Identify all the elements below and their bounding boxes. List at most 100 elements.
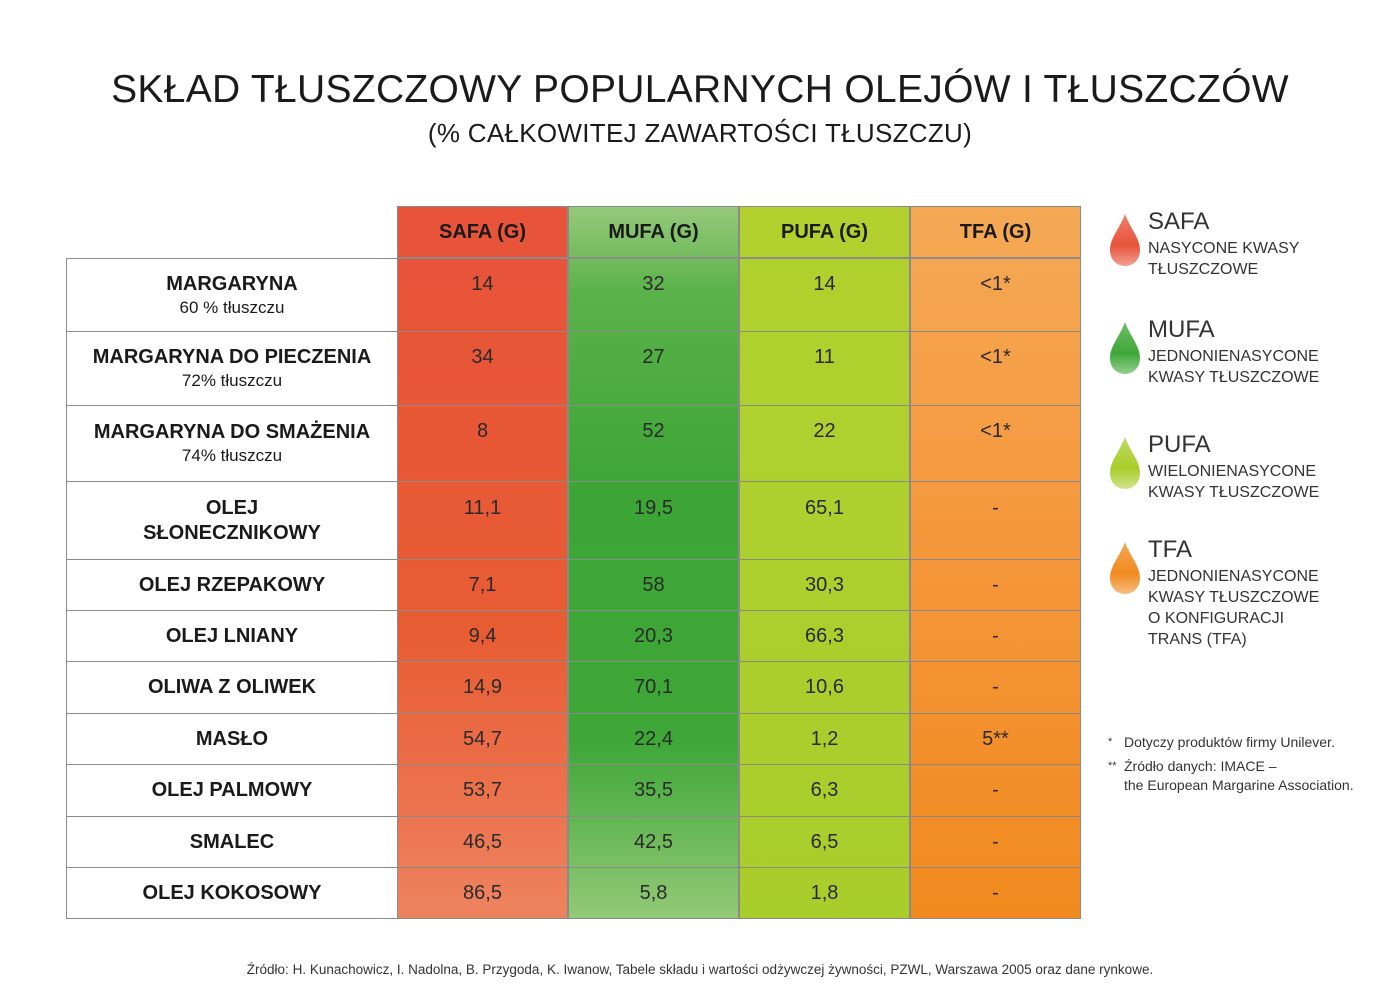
- mufa-value: 27: [642, 346, 665, 368]
- row-label: SMALEC: [66, 817, 397, 867]
- safa-value: 86,5: [463, 882, 502, 904]
- tfa-value: -: [992, 676, 999, 698]
- row-label: OLEJ LNIANY: [66, 611, 397, 661]
- tfa-value: -: [992, 831, 999, 853]
- row-label: MASŁO: [66, 714, 397, 764]
- pufa-value: 1,8: [810, 882, 839, 904]
- header-mufa: MUFA (G): [568, 206, 739, 258]
- pufa-value: 6,5: [810, 831, 839, 853]
- mufa-value: 42,5: [634, 831, 673, 853]
- mufa-value: 19,5: [634, 497, 673, 519]
- table-row: SMALEC 46,5 42,5 6,5 -: [66, 817, 1081, 868]
- mufa-value: 32: [642, 273, 665, 295]
- row-label: OLEJ SŁONECZNIKOWY: [66, 482, 397, 559]
- product-name: MARGARYNA DO SMAŻENIA: [93, 421, 371, 443]
- product-name: MASŁO: [195, 727, 269, 750]
- table-row: OLEJ KOKOSOWY 86,5 5,8 1,8 -: [66, 868, 1081, 919]
- product-name: OLEJ RZEPAKOWY: [138, 573, 326, 596]
- legend-title: SAFA: [1148, 208, 1210, 235]
- fat-content: 74% tłuszczu: [181, 446, 283, 465]
- legend-description-line: WIELONIENASYCONE: [1148, 463, 1317, 480]
- mufa-value: 58: [642, 574, 665, 596]
- legend-description-line: NASYCONE KWASY: [1148, 240, 1300, 257]
- table-row: OLEJ RZEPAKOWY 7,1 58 30,3 -: [66, 560, 1081, 611]
- footnote-text: the European Margarine Association.: [1124, 777, 1354, 793]
- safa-value: 11,1: [463, 497, 502, 519]
- droplet-icon: [1110, 322, 1140, 374]
- footnote-text: Dotyczy produktów firmy Unilever.: [1124, 734, 1335, 750]
- product-name: MARGARYNA DO PIECZENIA: [92, 346, 372, 368]
- tfa-value: 5**: [982, 728, 1009, 750]
- footnote-mark: *: [1108, 736, 1113, 748]
- fat-content: 60 % tłuszczu: [179, 297, 285, 317]
- row-label: OLEJ RZEPAKOWY: [66, 560, 397, 610]
- tfa-value: -: [992, 882, 999, 904]
- tfa-column: [910, 206, 1081, 919]
- safa-value: 14,9: [463, 676, 502, 698]
- product-name: OLEJ KOKOSOWY: [142, 881, 322, 904]
- product-name: SMALEC: [189, 830, 275, 853]
- product-name: SŁONECZNIKOWY: [143, 521, 321, 544]
- pufa-value: 1,2: [810, 728, 839, 750]
- legend-description-line: TŁUSZCZOWE: [1148, 261, 1259, 278]
- safa-value: 9,4: [468, 625, 497, 647]
- legend-description-line: O KONFIGURACJI: [1148, 610, 1285, 627]
- page-title: SKŁAD TŁUSZCZOWY POPULARNYCH OLEJÓW I TŁ…: [111, 68, 1289, 111]
- pufa-value: 65,1: [805, 497, 844, 519]
- mufa-column: [568, 206, 739, 919]
- row-label: OLEJ PALMOWY: [66, 765, 397, 816]
- source-citation: Źródło: H. Kunachowicz, I. Nadolna, B. P…: [246, 962, 1154, 977]
- safa-value: 34: [471, 346, 494, 368]
- fat-content: 72% tłuszczu: [181, 371, 283, 390]
- legend-description-line: JEDNONIENASYCONE: [1148, 348, 1319, 365]
- row-label: MARGARYNA DO PIECZENIA 72% tłuszczu: [66, 332, 397, 405]
- table-row: MARGARYNA 60 % tłuszczu 14 32 14 <1*: [66, 258, 1081, 332]
- mufa-value: 22,4: [634, 728, 673, 750]
- legend-description: JEDNONIENASYCONE KWASY TŁUSZCZOWE O KONFIG…: [1148, 566, 1319, 650]
- row-label: OLEJ KOKOSOWY: [66, 868, 397, 918]
- safa-value: 53,7: [463, 779, 502, 801]
- row-label: OLIWA Z OLIWEK: [66, 662, 397, 713]
- legend-description-line: KWASY TŁUSZCZOWE: [1148, 484, 1320, 501]
- pufa-value: 14: [813, 273, 836, 295]
- legend-description: JEDNONIENASYCONE KWASY TŁUSZCZOWE: [1148, 346, 1319, 388]
- tfa-value: <1*: [980, 346, 1011, 368]
- legend-description-line: TRANS (TFA): [1148, 631, 1247, 648]
- product-name: OLEJ PALMOWY: [151, 779, 313, 801]
- legend-description-line: KWASY TŁUSZCZOWE: [1148, 589, 1320, 606]
- pufa-value: 22: [813, 420, 836, 442]
- pufa-value: 66,3: [805, 625, 844, 647]
- table-row: OLEJ SŁONECZNIKOWY 11,1 19,5 65,1 -: [66, 482, 1081, 560]
- droplet-icon: [1110, 214, 1140, 266]
- table-row: MASŁO 54,7 22,4 1,2 5**: [66, 714, 1081, 765]
- table-row: OLIWA Z OLIWEK 14,9 70,1 10,6 -: [66, 662, 1081, 714]
- pufa-value: 6,3: [810, 779, 839, 801]
- footnote-source: ** Źródło danych: IMACE – the European Ma…: [1108, 757, 1354, 795]
- mufa-value: 70,1: [634, 676, 673, 698]
- pufa-value: 30,3: [805, 574, 844, 596]
- row-label: MARGARYNA DO SMAŻENIA 74% tłuszczu: [66, 406, 397, 481]
- legend-description-line: JEDNONIENASYCONE: [1148, 568, 1319, 585]
- footnote-unilever: * Dotyczy produktów firmy Unilever.: [1108, 733, 1335, 752]
- header-pufa: PUFA (G): [739, 206, 910, 258]
- header-safa: SAFA (G): [397, 206, 568, 258]
- product-name: MARGARYNA: [166, 272, 298, 295]
- droplet-icon: [1110, 437, 1140, 489]
- table-row: MARGARYNA DO PIECZENIA 72% tłuszczu 34 27 11…: [66, 332, 1081, 406]
- product-name: OLIWA Z OLIWEK: [147, 676, 317, 698]
- legend-description-line: KWASY TŁUSZCZOWE: [1148, 369, 1320, 386]
- safa-value: 46,5: [463, 831, 502, 853]
- legend-title: MUFA: [1148, 316, 1215, 343]
- safa-value: 54,7: [463, 728, 502, 750]
- droplet-icon: [1110, 542, 1140, 594]
- table-row: MARGARYNA DO SMAŻENIA 74% tłuszczu 8 52 22 <1…: [66, 406, 1081, 482]
- safa-value: 7,1: [468, 574, 497, 596]
- tfa-value: -: [992, 625, 999, 647]
- tfa-value: -: [992, 574, 999, 596]
- mufa-value: 35,5: [634, 779, 673, 801]
- mufa-value: 52: [642, 420, 665, 442]
- pufa-value: 11: [814, 346, 835, 368]
- table-row: OLEJ LNIANY 9,4 20,3 66,3 -: [66, 611, 1081, 662]
- footnote-mark: **: [1108, 760, 1117, 772]
- mufa-value: 20,3: [634, 625, 673, 647]
